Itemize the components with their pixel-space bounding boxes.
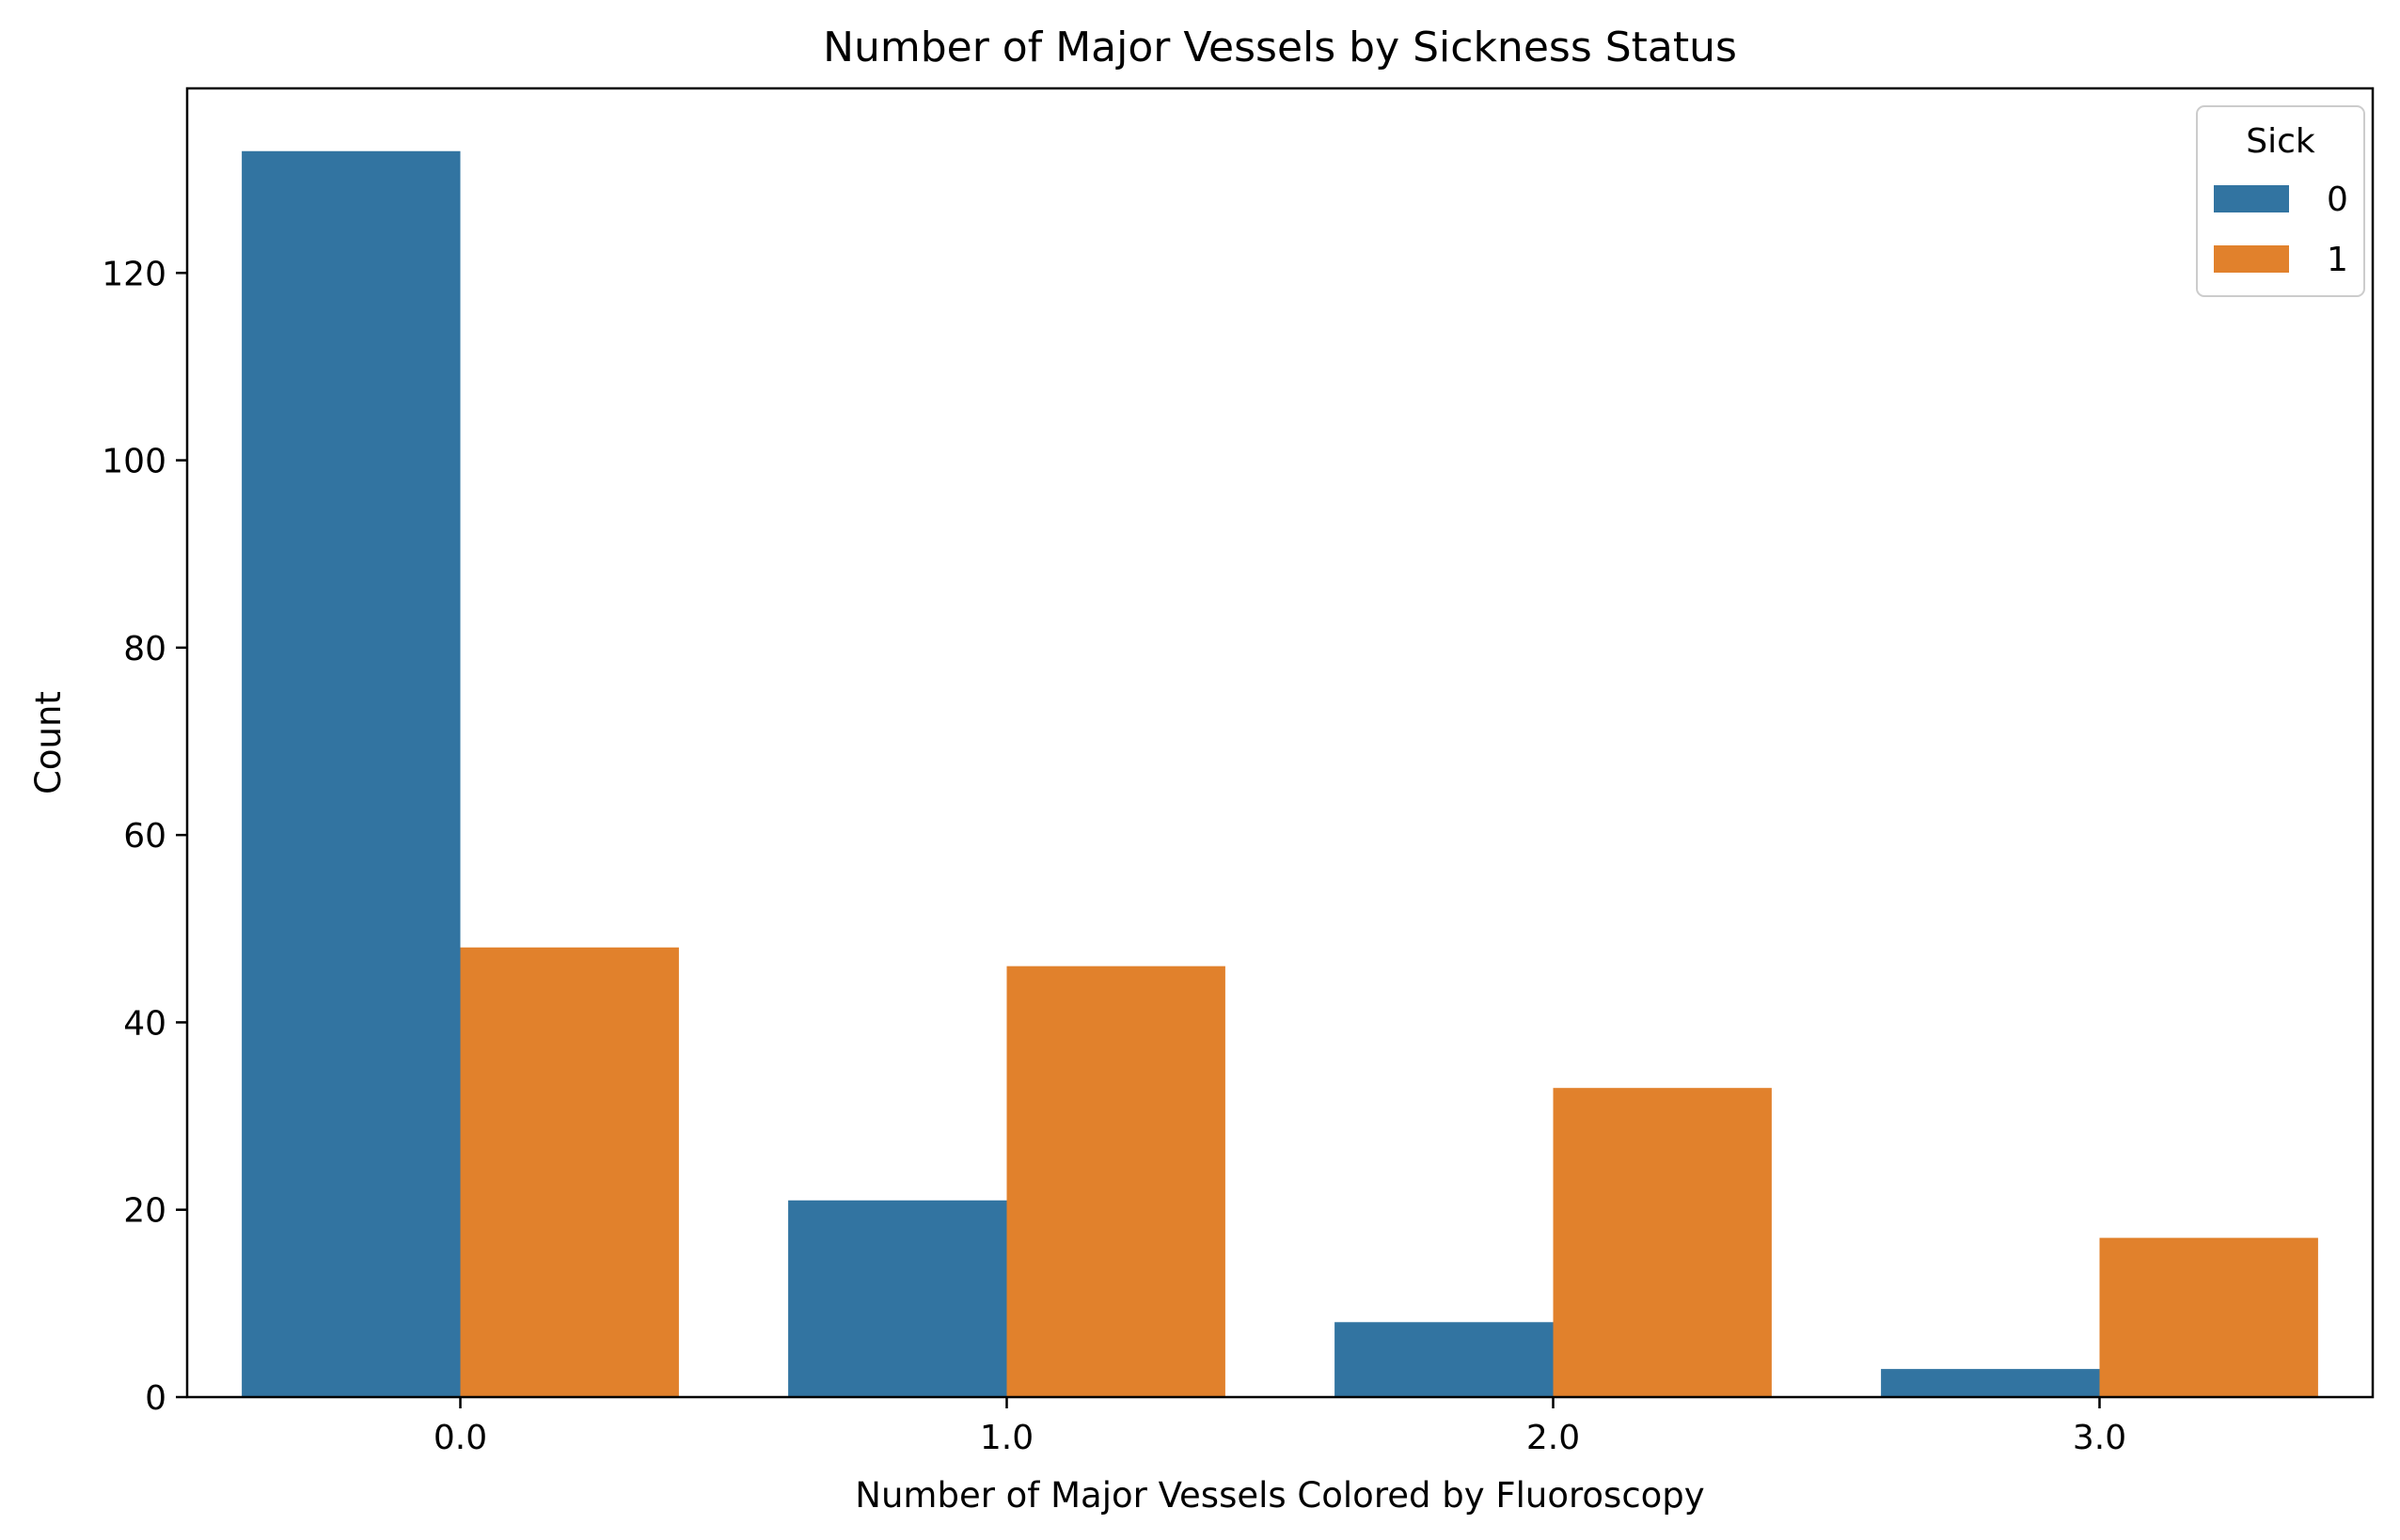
legend-label-1: 1 — [2327, 241, 2348, 279]
plot-frame — [185, 86, 2375, 1399]
y-tick-label: 20 — [123, 1192, 166, 1231]
x-tick-label: 1.0 — [980, 1419, 1034, 1457]
bar-1-0.0 — [460, 947, 679, 1397]
x-axis-title: Number of Major Vessels Colored by Fluor… — [855, 1475, 1704, 1516]
bars-layer — [242, 150, 2318, 1397]
y-tick-label: 120 — [102, 255, 166, 293]
legend-swatch-1 — [2214, 245, 2289, 273]
bar-0-0.0 — [242, 150, 461, 1397]
bar-1-3.0 — [2099, 1237, 2318, 1397]
x-tick-label: 3.0 — [2073, 1419, 2126, 1457]
legend-swatch-0 — [2214, 185, 2289, 212]
bar-1-1.0 — [1006, 966, 1225, 1397]
y-tick-label: 60 — [123, 817, 166, 856]
legend-label-0: 0 — [2327, 181, 2348, 219]
bar-0-2.0 — [1334, 1322, 1554, 1397]
legend-title: Sick — [2246, 122, 2315, 161]
x-tick-label: 2.0 — [1526, 1419, 1580, 1457]
y-axis-title: Count — [28, 691, 69, 794]
y-tick-label: 40 — [123, 1004, 166, 1043]
x-tick-label: 0.0 — [434, 1419, 487, 1457]
y-axis-ticks: 0 20 40 60 80 100 120 — [102, 255, 187, 1418]
bar-0-1.0 — [788, 1200, 1007, 1397]
y-tick-label: 100 — [102, 443, 166, 481]
chart-title: Number of Major Vessels by Sickness Stat… — [823, 24, 1737, 71]
bar-1-2.0 — [1553, 1088, 1772, 1397]
legend: Sick 0 1 — [2196, 105, 2365, 297]
y-tick-label: 80 — [123, 630, 166, 668]
bar-0-3.0 — [1881, 1369, 2100, 1397]
x-axis-ticks: 0.0 1.0 2.0 3.0 — [434, 1397, 2126, 1457]
y-tick-label: 0 — [145, 1379, 166, 1418]
